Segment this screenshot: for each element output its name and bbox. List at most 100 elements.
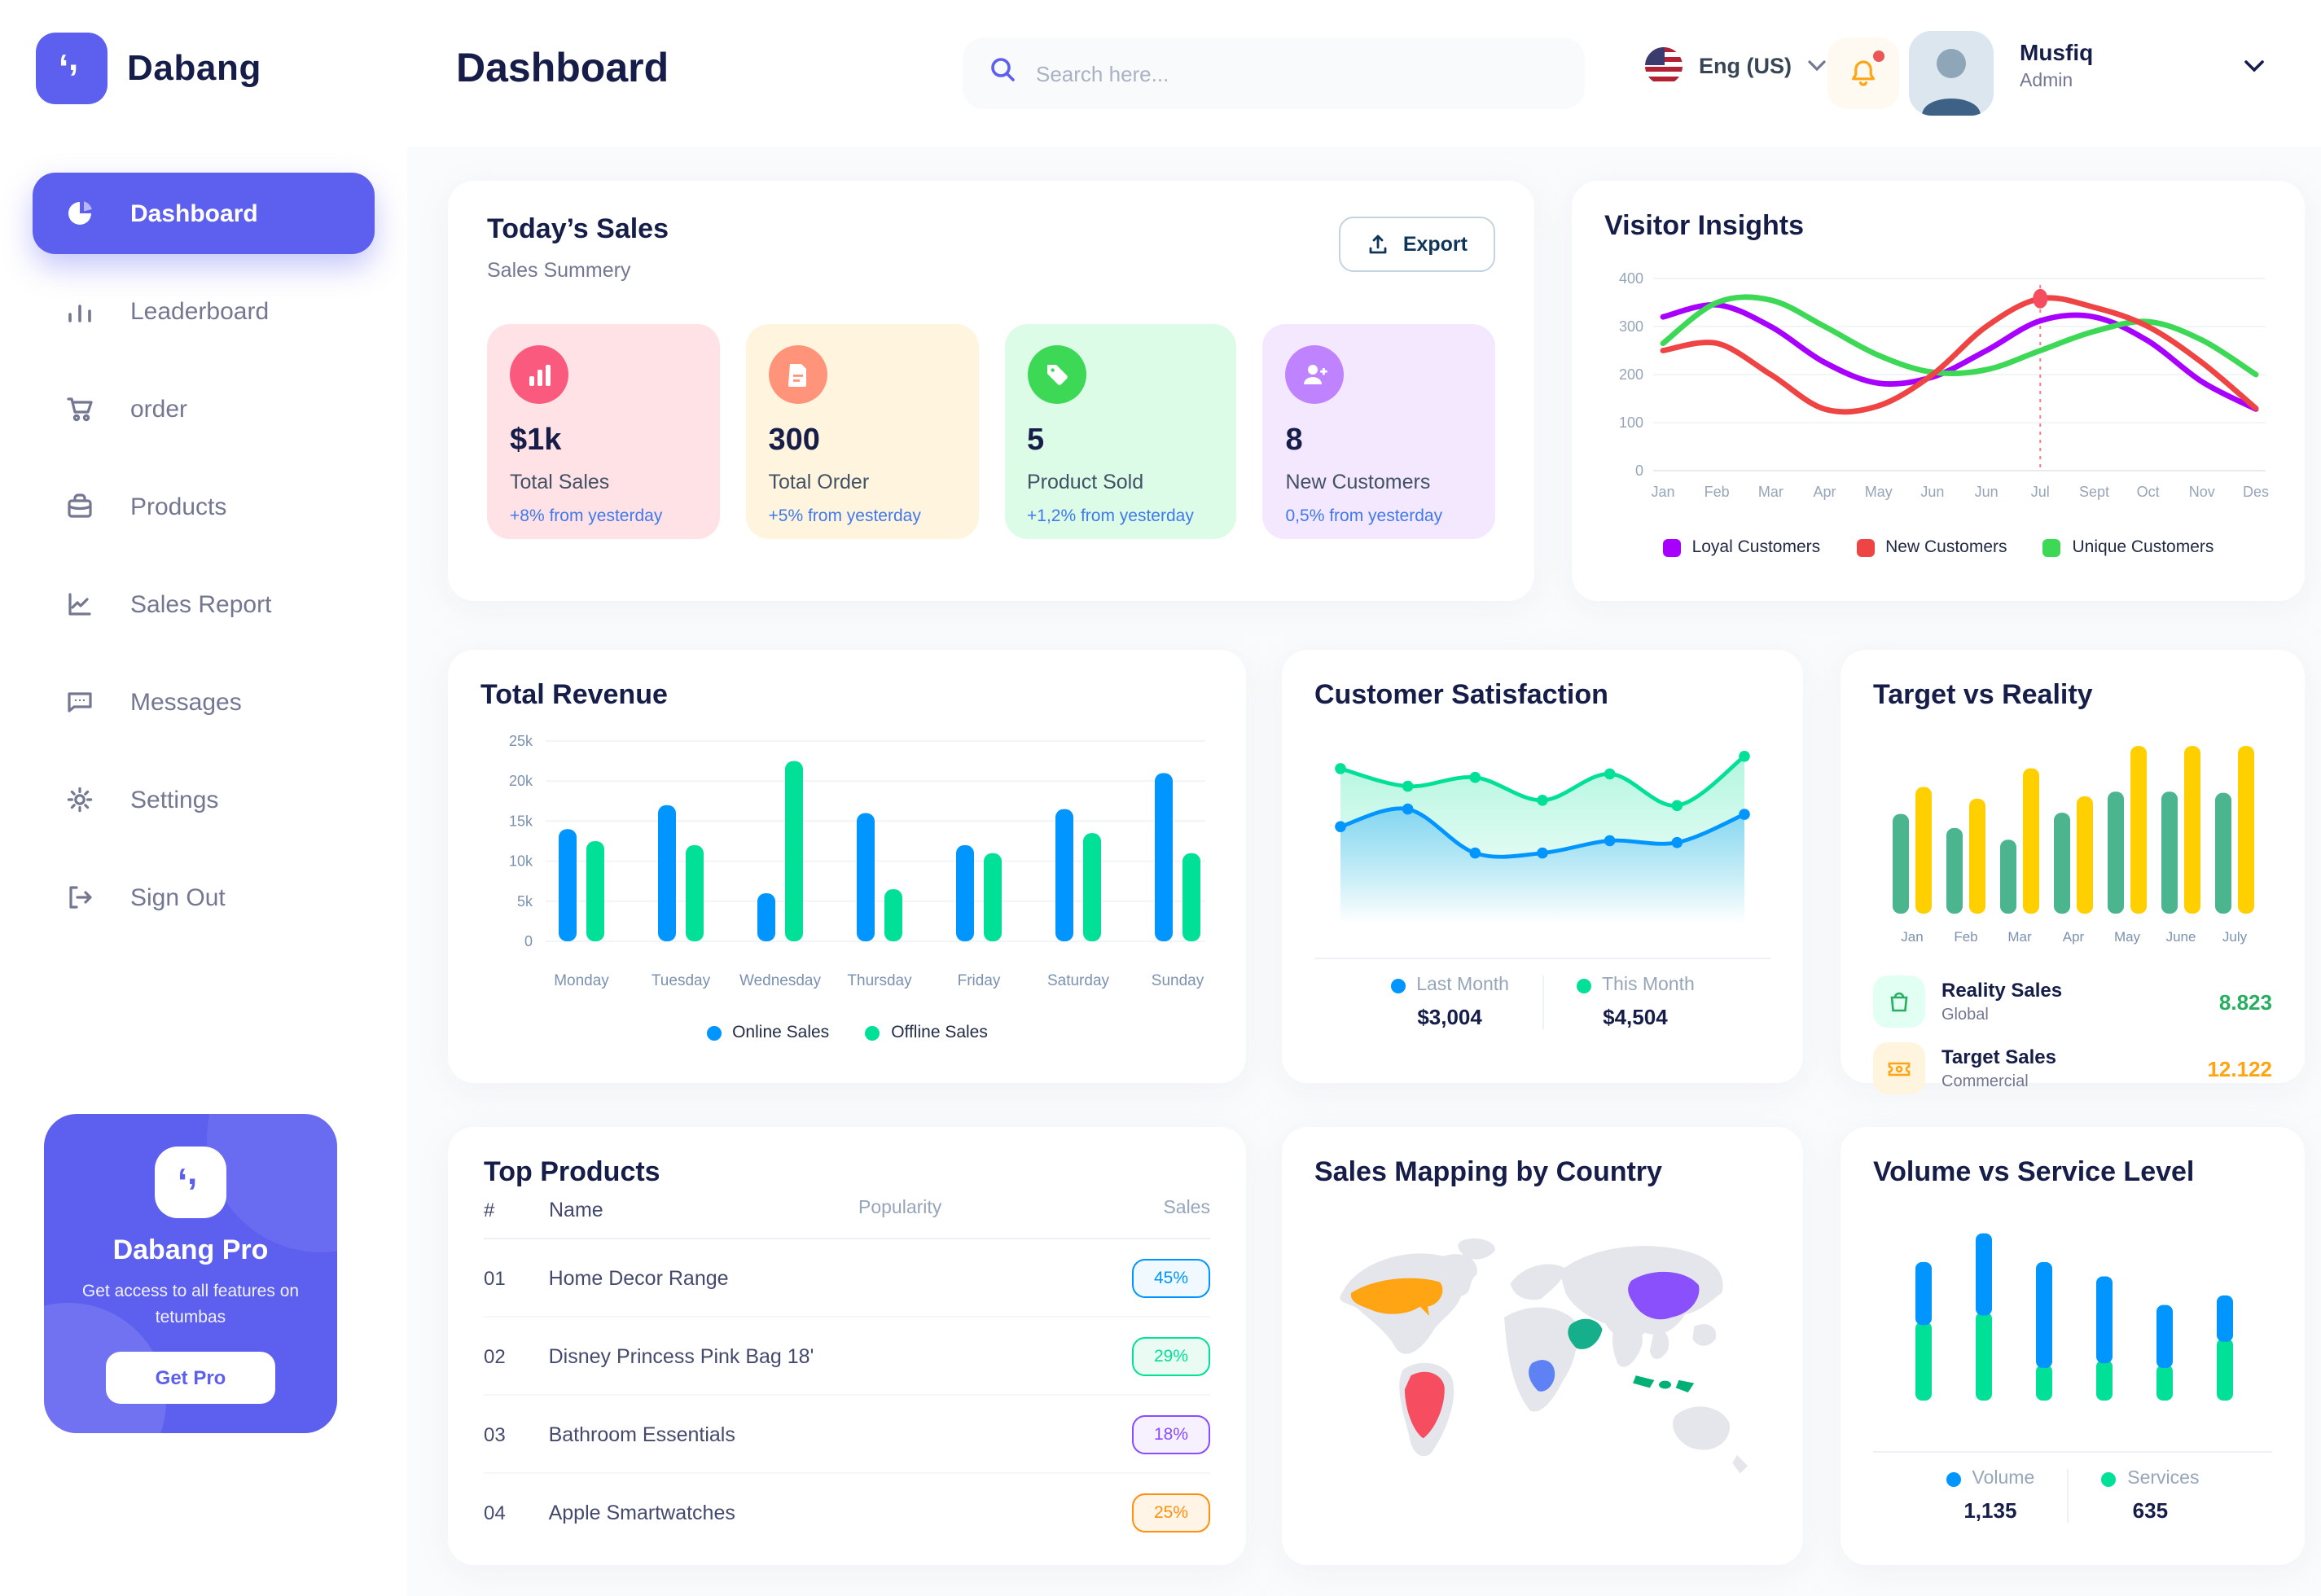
svg-text:Jun: Jun xyxy=(1920,484,1944,500)
svg-text:5k: 5k xyxy=(517,893,533,910)
product-name: Apple Smartwatches xyxy=(548,1501,735,1524)
brand-logo-icon: ,, xyxy=(36,33,107,104)
map-country-indonesia xyxy=(1633,1375,1695,1392)
top-products-card: Top Products # Name Popularity Sales 01 H… xyxy=(448,1127,1246,1565)
legend-swatch xyxy=(1856,538,1875,556)
user-meta: Musfiq Admin xyxy=(2020,39,2093,91)
summary-delta: 0,5% from yesterday xyxy=(1285,506,1443,526)
world-map xyxy=(1340,1238,1748,1474)
sales-summary-cards: $1k Total Sales +8% from yesterday 300 Total… xyxy=(487,324,1495,539)
svg-text:June: June xyxy=(2166,929,2196,945)
summary-value: 5 xyxy=(1027,423,1045,458)
legend-item: New Customers xyxy=(1856,537,2007,557)
top-products-rows: 01 Home Decor Range 45% 02 Disney Princess P… xyxy=(484,1239,1210,1550)
customer-satisfaction-card: Customer Satisfaction Last Month $3,004 Th… xyxy=(1282,650,1803,1083)
legend-swatch xyxy=(706,1025,722,1040)
summary-card-1: 300 Total Order +5% from yesterday xyxy=(745,324,978,539)
summary-value: $1k xyxy=(510,423,562,458)
svg-text:Sept: Sept xyxy=(2079,484,2109,500)
legend-item: Services 635 xyxy=(2067,1469,2231,1523)
customer-satisfaction-title: Customer Satisfaction xyxy=(1314,679,1608,710)
notifications-button[interactable] xyxy=(1827,37,1899,109)
sidebar-item-order[interactable]: order xyxy=(33,368,375,449)
ticket-icon xyxy=(1873,1042,1925,1094)
export-button[interactable]: Export xyxy=(1339,217,1495,272)
product-rank: 03 xyxy=(484,1423,506,1445)
pro-logo-icon: ,, xyxy=(155,1147,226,1218)
svg-text:Thursday: Thursday xyxy=(847,972,912,989)
sidebar-item-sales-report[interactable]: Sales Report xyxy=(33,563,375,645)
total-revenue-card: Total Revenue 0 5k 10k 15k 20k 25k Monday Tuesd… xyxy=(448,650,1246,1083)
svg-text:Tuesday: Tuesday xyxy=(652,972,711,989)
volume-service-card: Volume vs Service Level Volume 1,135 Servi… xyxy=(1841,1127,2305,1565)
map-country-saudi-arabia xyxy=(1568,1318,1603,1349)
language-selector[interactable]: Eng (US) xyxy=(1645,47,1826,85)
divider xyxy=(1873,1451,2272,1453)
sidebar-item-label: order xyxy=(130,395,188,423)
product-sales-badge: 18% xyxy=(1132,1414,1210,1454)
summary-value: 8 xyxy=(1285,423,1303,458)
brand: ,, Dabang xyxy=(0,0,407,104)
map-country-china xyxy=(1628,1271,1700,1320)
svg-text:Oct: Oct xyxy=(2137,484,2160,500)
sales-mapping-title: Sales Mapping by Country xyxy=(1314,1156,1662,1187)
svg-text:Feb: Feb xyxy=(1954,929,1977,945)
product-rank: 02 xyxy=(484,1344,506,1367)
summary-card-3: 8 New Customers 0,5% from yesterday xyxy=(1262,324,1495,539)
language-label: Eng (US) xyxy=(1699,54,1792,78)
sidebar-item-dashboard[interactable]: Dashboard xyxy=(33,173,375,254)
user-role: Admin xyxy=(2020,72,2073,91)
search-input[interactable] xyxy=(1033,59,1559,87)
divider xyxy=(1314,958,1770,959)
svg-text:Jan: Jan xyxy=(1901,929,1923,945)
line-chart-icon xyxy=(62,586,98,622)
legend-item: Reality Sales Global 8.823 xyxy=(1873,976,2272,1028)
tag-icon xyxy=(1027,345,1086,404)
top-products-header: # Name Popularity Sales xyxy=(484,1189,1210,1239)
sidebar-item-settings[interactable]: Settings xyxy=(33,759,375,840)
svg-text:0: 0 xyxy=(524,933,533,949)
svg-text:Des: Des xyxy=(2243,484,2269,500)
map-base-continents xyxy=(1340,1238,1748,1474)
sidebar-item-sign-out[interactable]: Sign Out xyxy=(33,857,375,938)
map-country-usa xyxy=(1350,1278,1443,1316)
svg-text:Saturday: Saturday xyxy=(1047,972,1110,989)
svg-text:Mar: Mar xyxy=(1758,484,1784,500)
svg-text:Nov: Nov xyxy=(2189,484,2215,500)
svg-text:Feb: Feb xyxy=(1705,484,1730,500)
user-name: Musfiq xyxy=(2020,39,2094,65)
sidebar-item-label: Products xyxy=(130,493,227,520)
todays-sales-title: Today’s Sales xyxy=(487,213,669,244)
search-icon xyxy=(989,55,1016,91)
volume-service-title: Volume vs Service Level xyxy=(1873,1156,2195,1187)
notification-badge xyxy=(1873,50,1884,62)
target-vs-reality-title: Target vs Reality xyxy=(1873,679,2093,710)
avatar[interactable] xyxy=(1909,31,1994,116)
sidebar-item-label: Settings xyxy=(130,786,219,813)
search-bar[interactable] xyxy=(963,37,1585,109)
customer-satisfaction-legend: Last Month $3,004 This Month $4,504 xyxy=(1314,976,1770,1029)
product-sales-badge: 25% xyxy=(1132,1493,1210,1532)
table-row: 02 Disney Princess Pink Bag 18' 29% xyxy=(484,1318,1210,1396)
sidebar-item-messages[interactable]: Messages xyxy=(33,661,375,743)
svg-text:Sunday: Sunday xyxy=(1152,972,1204,989)
get-pro-button[interactable]: Get Pro xyxy=(106,1351,275,1403)
user-menu-chevron[interactable] xyxy=(2244,52,2264,81)
top-header: Dashboard Eng (US) Musfiq Admin xyxy=(407,0,2321,147)
svg-text:May: May xyxy=(2114,929,2141,945)
product-rank: 04 xyxy=(484,1501,506,1524)
svg-text:Jun: Jun xyxy=(1975,484,1999,500)
summary-delta: +5% from yesterday xyxy=(768,506,921,526)
summary-delta: +8% from yesterday xyxy=(510,506,663,526)
svg-text:Wednesday: Wednesday xyxy=(739,972,821,989)
legend-item: Offline Sales xyxy=(865,1023,988,1042)
sidebar-item-products[interactable]: Products xyxy=(33,466,375,547)
sidebar-item-leaderboard[interactable]: Leaderboard xyxy=(33,270,375,352)
visitor-insights-card: Visitor Insights 0 100 200 300 400 Jan Feb Mar A… xyxy=(1572,181,2305,601)
new-user-icon xyxy=(1285,345,1345,404)
table-row: 04 Apple Smartwatches 25% xyxy=(484,1474,1210,1550)
gear-icon xyxy=(62,782,98,818)
summary-label: Total Order xyxy=(768,471,870,493)
visitor-insights-title: Visitor Insights xyxy=(1604,210,1804,241)
volume-service-legend: Volume 1,135 Services 635 xyxy=(1873,1469,2272,1523)
